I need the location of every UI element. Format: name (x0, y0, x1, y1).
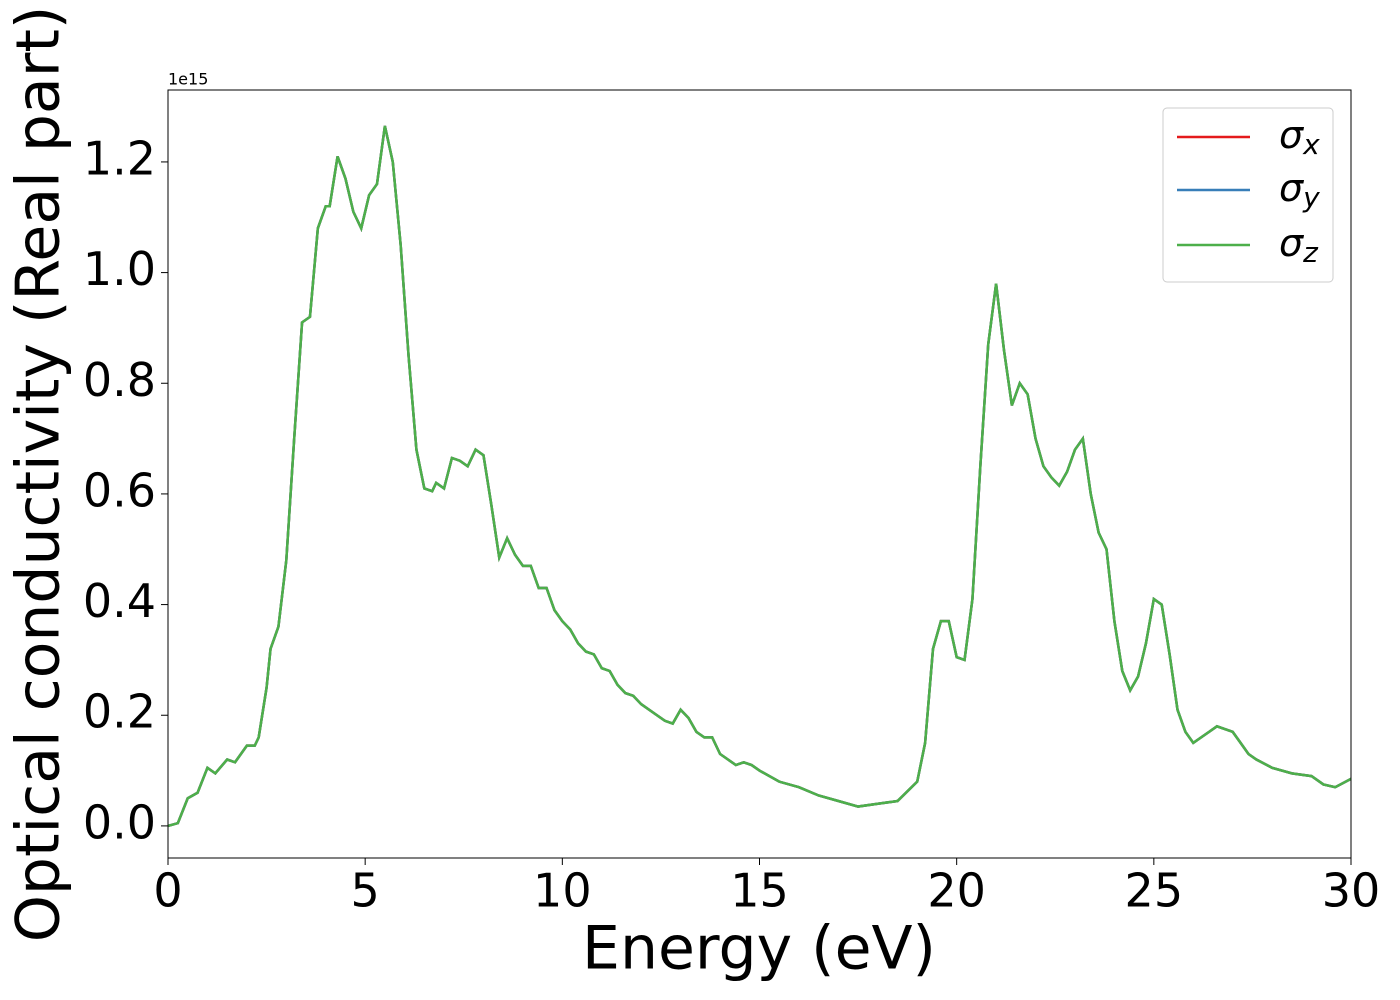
plot-frame (167, 89, 1352, 859)
legend-label: σy (1279, 166, 1320, 215)
x-tick-label: 15 (730, 864, 789, 918)
y-offset-text: 1e15 (168, 70, 208, 89)
y-tick-label: 0.2 (83, 685, 156, 739)
x-tick-label: 5 (351, 864, 380, 918)
legend-box (1162, 107, 1334, 283)
legend-label: σz (1279, 221, 1319, 270)
y-tick-label: 0.0 (83, 795, 156, 849)
x-axis-label: Energy (eV) (582, 914, 936, 984)
y-tick-label: 1.2 (83, 131, 156, 185)
line-series (168, 125, 1351, 828)
x-tick-label: 0 (153, 864, 182, 918)
x-tick-label: 20 (927, 864, 986, 918)
y-tick-label: 1.0 (83, 242, 156, 296)
y-tick-label: 0.4 (83, 574, 156, 628)
y-axis-label: Optical conductivity (Real part) (4, 6, 74, 943)
x-tick-label: 30 (1322, 864, 1381, 918)
x-tick-label: 25 (1125, 864, 1184, 918)
x-tick-label: 10 (533, 864, 592, 918)
y-tick-label: 0.8 (83, 353, 156, 407)
y-tick-label: 0.6 (83, 463, 156, 517)
legend-label: σx (1279, 113, 1320, 162)
